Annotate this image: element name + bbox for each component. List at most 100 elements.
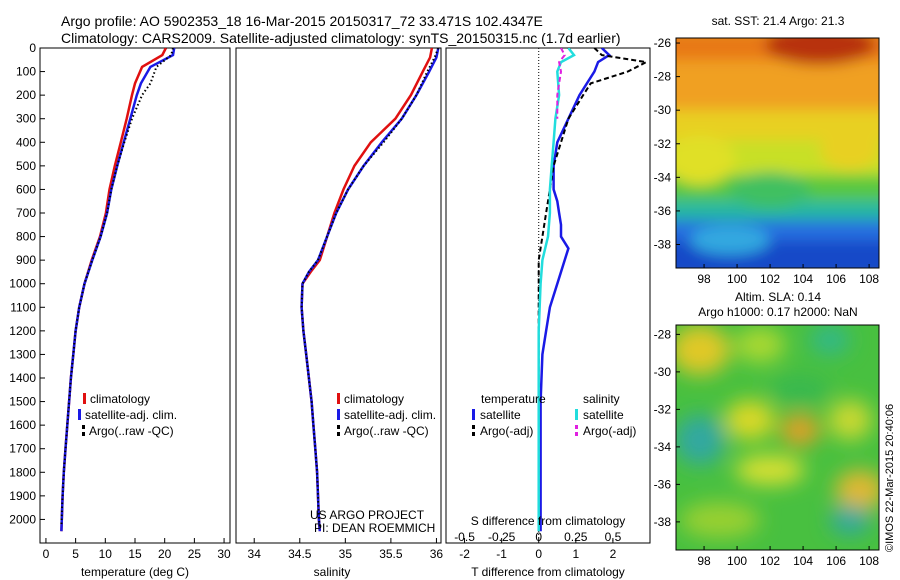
depth-tick-label: 1500: [9, 395, 36, 409]
legend-label-s-argo: Argo(-adj): [583, 424, 636, 438]
sla-patch-1: [676, 325, 730, 375]
latitude-tick-label: -28: [654, 70, 672, 84]
temperature-tick-label: 5: [72, 547, 79, 561]
salinity-xlabel: salinity: [314, 565, 351, 579]
salinity-lines: [300, 48, 440, 532]
s-difference-tick-label: 0.5: [605, 530, 622, 544]
depth-tick-label: 1000: [9, 277, 36, 291]
series-s-argo-adj: [556, 48, 566, 119]
sst-map-title: sat. SST: 21.4 Argo: 21.3: [712, 14, 845, 28]
sla-map-panel: Altim. SLA: 0.14 Argo h1000: 0.17 h2000:…: [654, 290, 880, 568]
series-t-satellite: [539, 48, 612, 532]
sla-patch-7: [828, 400, 872, 440]
latitude-tick-label: -34: [654, 170, 672, 184]
legend-label-t-argo: Argo(-adj): [480, 424, 533, 438]
temperature-xlabel: temperature (deg C): [81, 565, 189, 579]
depth-tick-label: 400: [16, 135, 36, 149]
depth-tick-label: 1700: [9, 442, 36, 456]
longitude-tick-label: 100: [727, 554, 747, 568]
legend-swatch-argo-a: [82, 425, 85, 429]
difference-axes-frame: [445, 47, 651, 544]
salinity-panel: 34 34.5 35 35.5 36 salinity climatology sate…: [235, 47, 443, 579]
depth-tick-label: 900: [16, 253, 36, 267]
latitude-tick-label: -30: [654, 103, 672, 117]
legend-swatch-t-argo-b: [472, 432, 475, 436]
legend-swatch-argo-a: [337, 425, 340, 429]
latitude-tick-label: -32: [654, 402, 672, 416]
t-difference-tick-label: 1: [572, 547, 579, 561]
sst-map-field: [676, 38, 879, 268]
sla-map-field: [676, 325, 879, 538]
sla-patch-8: [735, 455, 805, 485]
sla-patch-10: [830, 505, 870, 535]
depth-tick-label: 500: [16, 159, 36, 173]
sst-map-image: [676, 38, 879, 268]
sst-map-frame: [675, 37, 880, 269]
temperature-tick-label: 25: [188, 547, 202, 561]
latitude-tick-label: -38: [654, 237, 672, 251]
difference-legend: temperature salinity satellite Argo(-adj…: [472, 392, 636, 438]
sst-patch-c: [730, 172, 810, 208]
temperature-tick-label: 30: [217, 547, 231, 561]
legend-swatch-climatology: [337, 393, 340, 404]
latitude-tick-label: -30: [654, 365, 672, 379]
depth-tick-label: 1100: [10, 300, 36, 314]
s-difference-axis-ticks: -0.5 -0.25 0 0.25 0.5: [454, 530, 621, 544]
temperature-legend: climatology satellite-adj. clim. Argo(..…: [78, 392, 177, 438]
s-difference-xlabel: S difference from climatology: [471, 514, 626, 528]
header-line1: Argo profile: AO 5902353_18 16-Mar-2015 …: [61, 13, 543, 29]
temperature-lines: [60, 48, 176, 532]
salinity-axis-ticks: 34 34.5 35 35.5 36: [248, 538, 443, 561]
difference-lines: [537, 48, 650, 532]
t-difference-axis-ticks: -2 -1 0 1 2: [459, 538, 617, 561]
longitude-tick-label: 108: [859, 554, 879, 568]
legend-swatch-s-satellite: [575, 409, 578, 420]
depth-tick-label: 1300: [9, 347, 36, 361]
latitude-tick-label: -28: [654, 327, 672, 341]
t-difference-tick-label: 2: [610, 547, 617, 561]
depth-tick-label: 1900: [9, 489, 36, 503]
depth-tick-label: 1800: [9, 465, 36, 479]
depth-tick-label: 600: [16, 182, 36, 196]
depth-tick-label: 1400: [9, 371, 36, 385]
legend-swatch-t-argo-a: [472, 425, 475, 429]
legend-label-satellite: satellite-adj. clim.: [344, 408, 436, 422]
legend-swatch-s-argo-a: [575, 425, 578, 429]
sla-patch-9: [835, 470, 879, 510]
sla-patch-5: [725, 400, 775, 440]
legend-swatch-argo-b: [337, 432, 340, 436]
t-difference-tick-label: 0: [535, 547, 542, 561]
t-difference-xlabel: T difference from climatology: [471, 565, 625, 579]
sst-patch-d: [690, 225, 770, 255]
legend-swatch-s-argo-b: [575, 432, 578, 436]
latitude-tick-label: -36: [654, 477, 672, 491]
legend-swatch-argo-b: [82, 432, 85, 436]
salinity-tick-label: 34: [248, 547, 262, 561]
sst-map-ticks: 98 100 102 104 106 108 -26 -28 -30 -32 -34 -36 -38: [654, 36, 880, 286]
temperature-tick-label: 20: [158, 547, 172, 561]
sla-map-title-line2: Argo h1000: 0.17 h2000: NaN: [698, 305, 857, 319]
s-difference-tick-label: -0.5: [454, 530, 475, 544]
pi-annotation: PI: DEAN ROEMMICH: [314, 521, 435, 535]
latitude-tick-label: -36: [654, 204, 672, 218]
sla-patch-2: [735, 327, 785, 363]
sla-map-image: [676, 325, 879, 550]
sst-warm-core: [765, 38, 875, 65]
depth-tick-label: 200: [16, 88, 36, 102]
salinity-axes-frame: [235, 47, 442, 544]
sla-patch-11: [680, 502, 760, 538]
sla-map-title-line1: Altim. SLA: 0.14: [735, 290, 821, 304]
longitude-tick-label: 98: [697, 272, 711, 286]
latitude-tick-label: -32: [654, 137, 672, 151]
temperature-axis-ticks: 0 5 10 15 20 25 30: [43, 538, 231, 561]
depth-tick-label: 0: [29, 41, 36, 55]
depth-tick-label: 1600: [9, 418, 36, 432]
series-satellite-adj-clim: [300, 48, 440, 532]
legend-swatch-satellite: [78, 409, 81, 420]
series-satellite-adj-clim: [60, 48, 176, 532]
depth-tick-label: 300: [16, 112, 36, 126]
sst-map-panel: sat. SST: 21.4 Argo: 21.3 98 100 102 104 106…: [654, 14, 880, 286]
temperature-tick-label: 15: [128, 547, 142, 561]
sla-map-ticks: 98 100 102 104 106 108 -28 -30 -32 -34 -36 -38: [654, 327, 880, 568]
